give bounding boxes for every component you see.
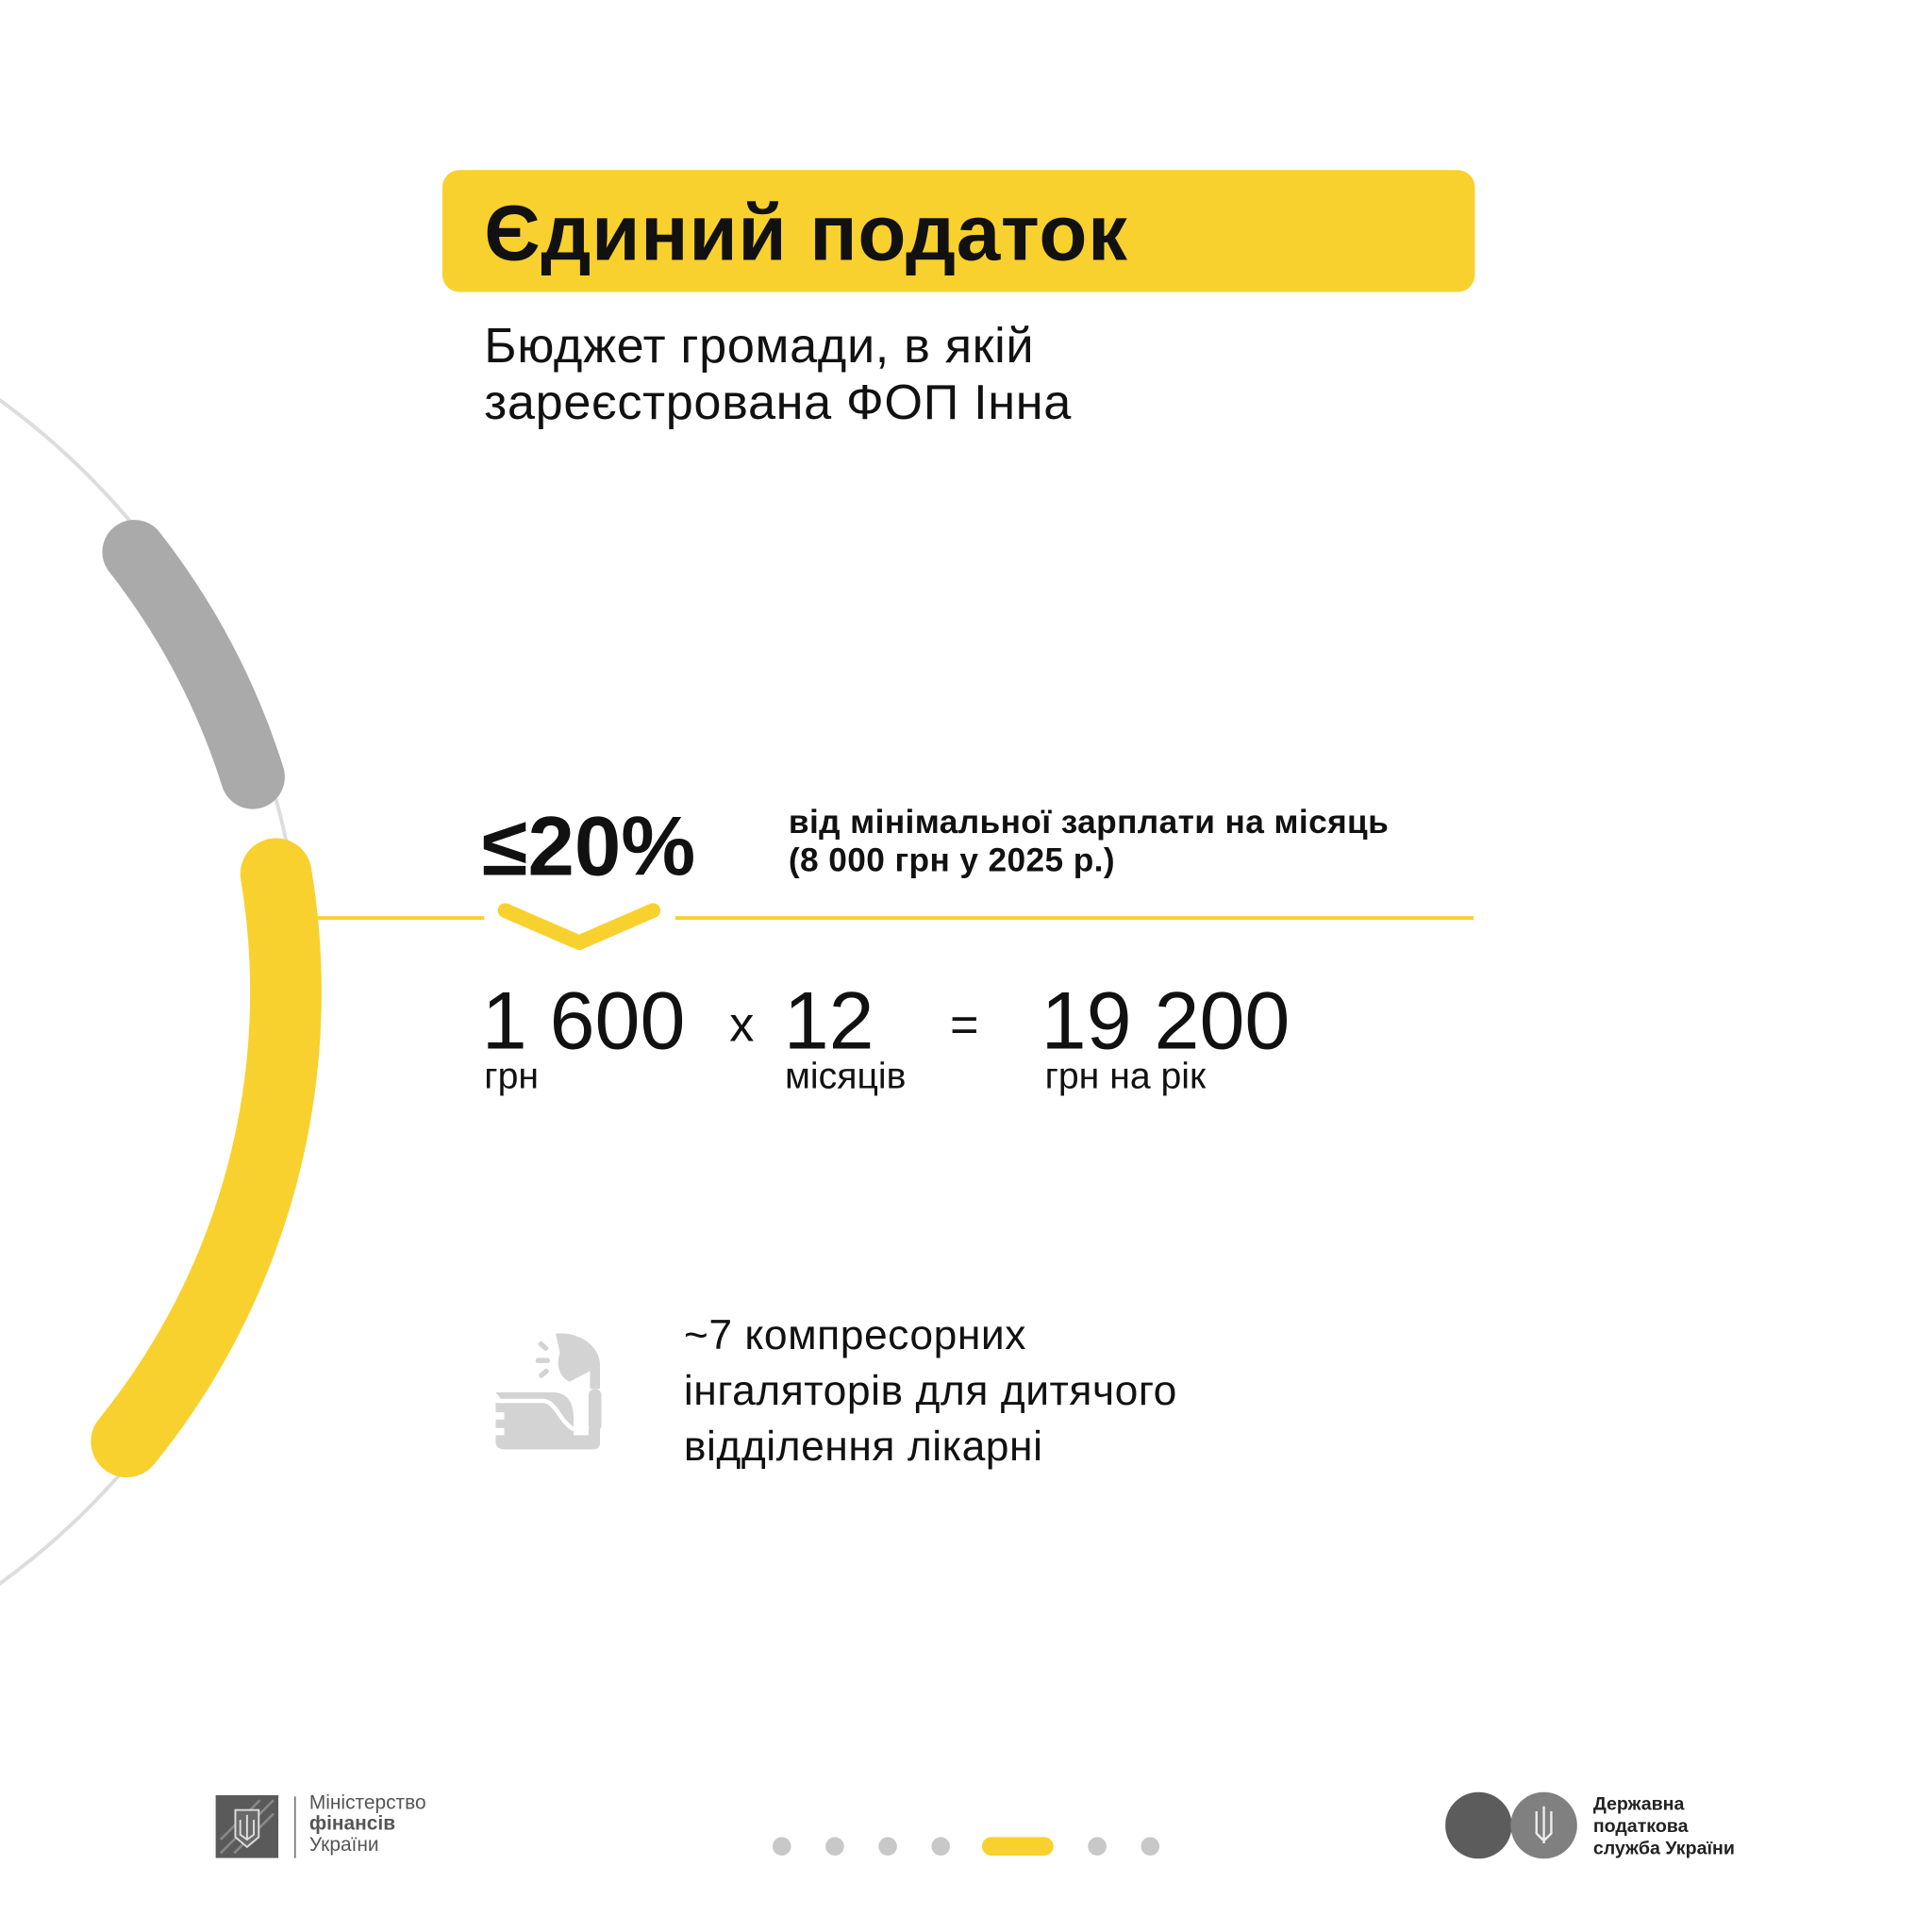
tax-service-line: служба України: [1592, 1838, 1735, 1859]
ministry-name: Міністерство фінансів України: [309, 1792, 426, 1856]
ministry-logo: [215, 1795, 279, 1858]
total-unit: грн на рік: [1044, 1056, 1207, 1097]
page-dot-7[interactable]: [1141, 1837, 1160, 1857]
months-unit: місяців: [784, 1056, 907, 1097]
result-line: інгаляторів для дитячого: [683, 1367, 1177, 1415]
title-banner: Єдиний податок: [441, 170, 1475, 292]
subtitle: Бюджет громади, в якій зареєстрована ФОП…: [484, 318, 1072, 431]
subtitle-line: Бюджет громади, в якій: [484, 319, 1035, 374]
page-dot-3[interactable]: [878, 1837, 897, 1857]
monthly-amount: 1 600: [481, 974, 686, 1066]
ministry-line: фінансів: [308, 1813, 396, 1835]
page-dot-6[interactable]: [1088, 1837, 1107, 1857]
rate-note-line: (8 000 грн у 2025 р.): [788, 841, 1116, 879]
tax-service-logo: [1445, 1791, 1577, 1859]
monthly-unit: грн: [484, 1056, 540, 1097]
chevron-down-icon: [497, 903, 661, 951]
tax-service-line: Державна: [1592, 1793, 1685, 1815]
page-dot-5-active[interactable]: [981, 1837, 1054, 1857]
subtitle-line: зареєстрована ФОП Інна: [484, 375, 1072, 430]
yellow-arc-segment: [91, 838, 322, 1478]
page-dot-4[interactable]: [931, 1837, 951, 1857]
result-line: відділення лікарні: [683, 1423, 1043, 1471]
page-title: Єдиний податок: [484, 188, 1128, 277]
logo-divider: [294, 1796, 296, 1858]
page-dot-2[interactable]: [825, 1837, 844, 1857]
months-count: 12: [783, 974, 874, 1066]
ministry-line: України: [308, 1834, 379, 1857]
result-description: ~7 компресорних інгаляторів для дитячого…: [684, 1308, 1177, 1474]
multiply-sign: x: [729, 997, 755, 1053]
ministry-line: Міністерство: [308, 1792, 426, 1814]
gray-arc-segment: [102, 520, 285, 809]
rate-value: ≤20%: [481, 799, 696, 893]
inhaler-icon: [495, 1333, 602, 1450]
tax-service-line: податкова: [1592, 1816, 1689, 1838]
rate-note: від мінімальної зарплати на місяць (8 00…: [789, 804, 1389, 880]
equals-sign: =: [950, 997, 979, 1053]
rate-note-line: від мінімальної зарплати на місяць: [788, 803, 1390, 841]
total-amount: 19 200: [1041, 974, 1291, 1066]
result-line: ~7 компресорних: [683, 1312, 1026, 1359]
page-dot-1[interactable]: [772, 1837, 791, 1857]
tax-service-name: Державна податкова служба України: [1593, 1794, 1735, 1861]
